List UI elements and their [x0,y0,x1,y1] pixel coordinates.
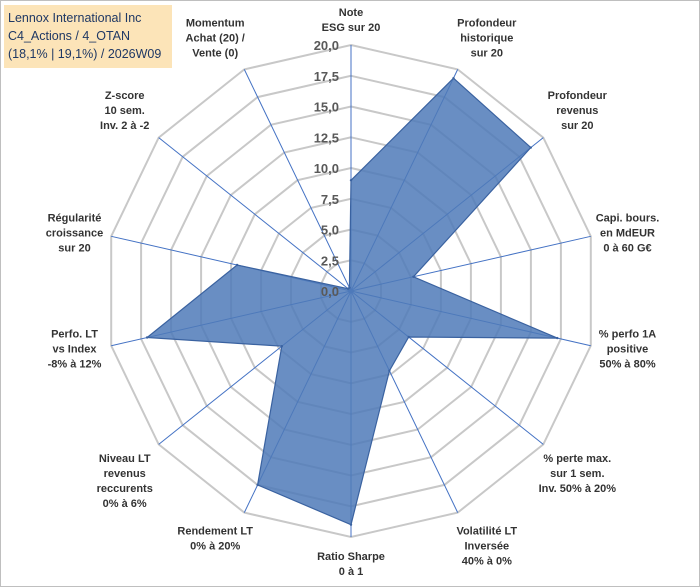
axis-label-line: Profondeur [457,18,517,30]
axis-label: Momentum Achat (20) / Vente (0) [186,18,245,60]
axis-label-line: revenus [104,468,146,480]
radar-tick-labels: 0,0 2,5 5,0 7,5 10,0 12,5 15,0 17,5 20,0 [314,38,339,299]
axis-label: Profondeur historique sur 20 [457,18,517,60]
series-point [235,263,239,267]
axis-label-line: -8% à 12% [48,358,102,370]
axis-label: Capi. bours. en MdEUR 0 à 60 G€ [596,213,660,255]
axis-label-line: Inv. 2 à -2 [100,120,149,132]
series-point [529,146,532,149]
axis-label: % perfo 1A positive 50% à 80% [599,328,657,370]
axis-label-line: sur 20 [471,48,503,60]
series-point [348,286,351,289]
axis-label: Volatilité LT Inversée 40% à 0% [456,525,517,567]
tick-label: 15,0 [314,100,339,115]
axis-label-line: Perfo. LT [51,328,98,340]
series-point [145,336,149,339]
axis-label-line: vs Index [52,343,97,355]
axis-label-line: 0 à 1 [339,566,363,578]
info-company: Lennox International Inc [8,11,142,25]
axis-label-line: Profondeur [548,90,608,102]
axis-label-line: croissance [46,228,103,240]
series-point [412,275,415,278]
axis-label: % perte max. sur 1 sem. Inv. 50% à 20% [539,453,617,495]
axis-label: Rendement LT 0% à 20% [177,525,253,552]
axis-spoke [158,137,352,292]
axis-label-line: ESG sur 20 [322,22,381,34]
tick-label: 2,5 [321,253,339,268]
axis-label-line: 50% à 80% [599,358,655,370]
tick-label: 5,0 [321,223,339,238]
axis-label-line: 10 sem. [105,105,145,117]
tick-label: 10,0 [314,161,339,176]
axis-label: Niveau LT revenus reccurents 0% à 6% [97,453,153,510]
series-point [349,523,353,526]
series-area [145,77,558,526]
axis-label-line: % perte max. [543,453,611,465]
axis-label-line: sur 1 sem. [550,468,604,480]
tick-label: 17,5 [314,69,339,84]
series-point [349,179,353,182]
axis-label-line: Inv. 50% à 20% [539,483,617,495]
axis-label-line: historique [460,33,513,45]
axis-label-line: reccurents [97,483,153,495]
axis-label-line: sur 20 [561,120,593,132]
axis-label-line: Achat (20) / [186,33,245,45]
axis-label-line: Ratio Sharpe [317,551,385,563]
tick-label: 7,5 [321,192,339,207]
axis-label-line: Inversée [464,540,509,552]
axis-label-line: Volatilité LT [456,525,517,537]
series-point [556,336,559,340]
radar-axis-labels: Note ESG sur 20 Profondeur historique sur 20… [46,7,660,578]
info-stats: (18,1% | 19,1%) / 2026W09 [8,47,162,61]
axis-label-line: en MdEUR [600,228,655,240]
axis-label: Régularité croissance sur 20 [46,213,103,255]
tick-label: 12,5 [314,130,339,145]
axis-label-line: Vente (0) [192,48,238,60]
axis-label-line: Régularité [48,213,102,225]
axis-label: Note ESG sur 20 [322,7,381,34]
axis-label-line: Note [339,7,363,19]
info-box: Lennox International Inc C4_Actions / 4_… [4,5,172,68]
axis-label-line: Capi. bours. [596,213,660,225]
axis-label-line: 0 à 60 G€ [603,243,651,255]
tick-label: 0,0 [321,284,339,299]
axis-label-line: Rendement LT [177,525,253,537]
axis-label-line: Z-score [105,90,145,102]
series-point [407,335,410,339]
axis-label-line: 40% à 0% [462,555,512,567]
axis-label: Ratio Sharpe 0 à 1 [317,551,385,578]
axis-label: Perfo. LT vs Index -8% à 12% [48,328,102,370]
axis-label-line: Niveau LT [99,453,151,465]
axis-label-line: revenus [556,105,598,117]
axis-label-line: % perfo 1A [599,328,657,340]
axis-label: Z-score 10 sem. Inv. 2 à -2 [100,90,149,132]
axis-label-line: sur 20 [58,243,90,255]
axis-label-line: Momentum [186,18,245,30]
series-point [256,483,259,487]
tick-label: 20,0 [314,38,339,53]
axis-label-line: positive [607,343,649,355]
axis-label: Profondeur revenus sur 20 [548,90,608,132]
series-point [452,77,455,80]
axis-label-line: 0% à 20% [190,540,240,552]
axis-label-line: 0% à 6% [103,498,147,510]
info-category: C4_Actions / 4_OTAN [8,29,131,43]
axis-spoke [243,69,352,292]
series-point [388,369,391,372]
radar-series [145,77,559,526]
series-point [280,345,283,348]
